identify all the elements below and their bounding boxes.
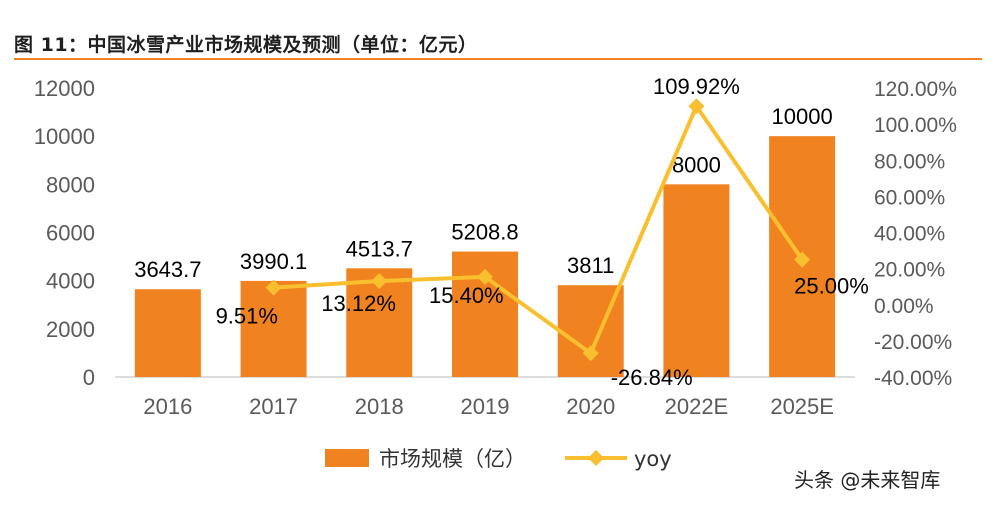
yoy-point bbox=[371, 273, 388, 290]
yoy-data-label: 109.92% bbox=[653, 74, 740, 99]
bar-data-label: 10000 bbox=[772, 104, 833, 129]
yoy-data-label: 15.40% bbox=[429, 283, 504, 308]
left-axis-ticks: 0 2000 4000 6000 8000 10000 12000 bbox=[34, 76, 95, 390]
legend-bar-swatch bbox=[325, 449, 369, 467]
left-axis-tick-label: 6000 bbox=[46, 221, 95, 246]
yoy-data-label: 9.51% bbox=[216, 304, 278, 329]
yoy-point bbox=[794, 251, 811, 268]
bar-data-label: 3811 bbox=[567, 253, 614, 278]
yoy-data-label: 25.00% bbox=[794, 274, 869, 299]
x-axis-tick-label: 2017 bbox=[249, 394, 298, 419]
right-axis-tick-label: 40.00% bbox=[874, 223, 945, 246]
legend-line-label: yoy bbox=[634, 447, 672, 471]
left-axis-tick-label: 2000 bbox=[46, 317, 95, 342]
yoy-data-label: 13.12% bbox=[321, 291, 396, 316]
legend-line-marker bbox=[588, 450, 604, 466]
left-axis-tick-label: 12000 bbox=[34, 76, 95, 101]
watermark: 头条 @未来智库 bbox=[794, 468, 941, 492]
left-axis-tick-label: 8000 bbox=[46, 172, 95, 197]
bar-data-label: 8000 bbox=[672, 152, 721, 177]
x-axis-ticks: 2016 2017 2018 2019 2020 2022E 2025E bbox=[143, 394, 834, 419]
legend-bar-label: 市场规模（亿） bbox=[379, 447, 526, 471]
x-axis-tick-label: 2016 bbox=[143, 394, 192, 419]
right-axis-tick-label: -40.00% bbox=[874, 367, 952, 390]
bar-data-label: 3643.7 bbox=[134, 257, 201, 282]
right-axis-tick-label: 120.00% bbox=[874, 78, 957, 101]
x-axis-tick-label: 2022E bbox=[665, 394, 729, 419]
bar-data-labels: 3643.7 3990.1 4513.7 5208.8 3811 8000 10000 bbox=[134, 104, 833, 282]
right-axis-tick-label: 0.00% bbox=[874, 295, 934, 318]
yoy-data-label: -26.84% bbox=[611, 365, 693, 390]
left-axis-tick-label: 0 bbox=[83, 365, 95, 390]
yoy-data-labels: 9.51% 13.12% 15.40% -26.84% 109.92% 25.00% bbox=[216, 74, 869, 390]
right-axis-tick-label: 80.00% bbox=[874, 150, 945, 173]
right-axis-tick-label: 20.00% bbox=[874, 259, 945, 282]
left-axis-tick-label: 4000 bbox=[46, 269, 95, 294]
yoy-point bbox=[265, 279, 282, 296]
right-axis-tick-label: 60.00% bbox=[874, 186, 945, 209]
legend: 市场规模（亿） yoy bbox=[325, 447, 672, 471]
yoy-line-series bbox=[265, 98, 811, 362]
right-axis-tick-label: -20.00% bbox=[874, 331, 952, 354]
yoy-point bbox=[477, 268, 493, 285]
x-axis-tick-label: 2020 bbox=[566, 394, 615, 419]
x-axis-tick-label: 2019 bbox=[461, 394, 510, 419]
x-axis-tick-label: 2025E bbox=[770, 394, 834, 419]
bar bbox=[240, 280, 307, 377]
title-rule bbox=[14, 58, 982, 60]
yoy-point bbox=[582, 345, 599, 362]
x-axis-tick-label: 2018 bbox=[355, 394, 404, 419]
right-axis-tick-label: 100.00% bbox=[874, 114, 957, 137]
bar bbox=[134, 289, 201, 377]
left-axis-tick-label: 10000 bbox=[34, 124, 95, 149]
figure-title: 图 11：中国冰雪产业市场规模及预测（单位：亿元） bbox=[14, 34, 478, 56]
right-axis-ticks: -40.00% -20.00% 0.00% 20.00% 40.00% 60.00% 80.… bbox=[874, 78, 957, 390]
bar-data-label: 3990.1 bbox=[240, 249, 307, 274]
yoy-point bbox=[688, 98, 705, 115]
yoy-line bbox=[273, 104, 804, 356]
bar-data-label: 4513.7 bbox=[346, 236, 413, 261]
bar-data-label: 5208.8 bbox=[451, 220, 518, 245]
bar bbox=[663, 184, 730, 377]
